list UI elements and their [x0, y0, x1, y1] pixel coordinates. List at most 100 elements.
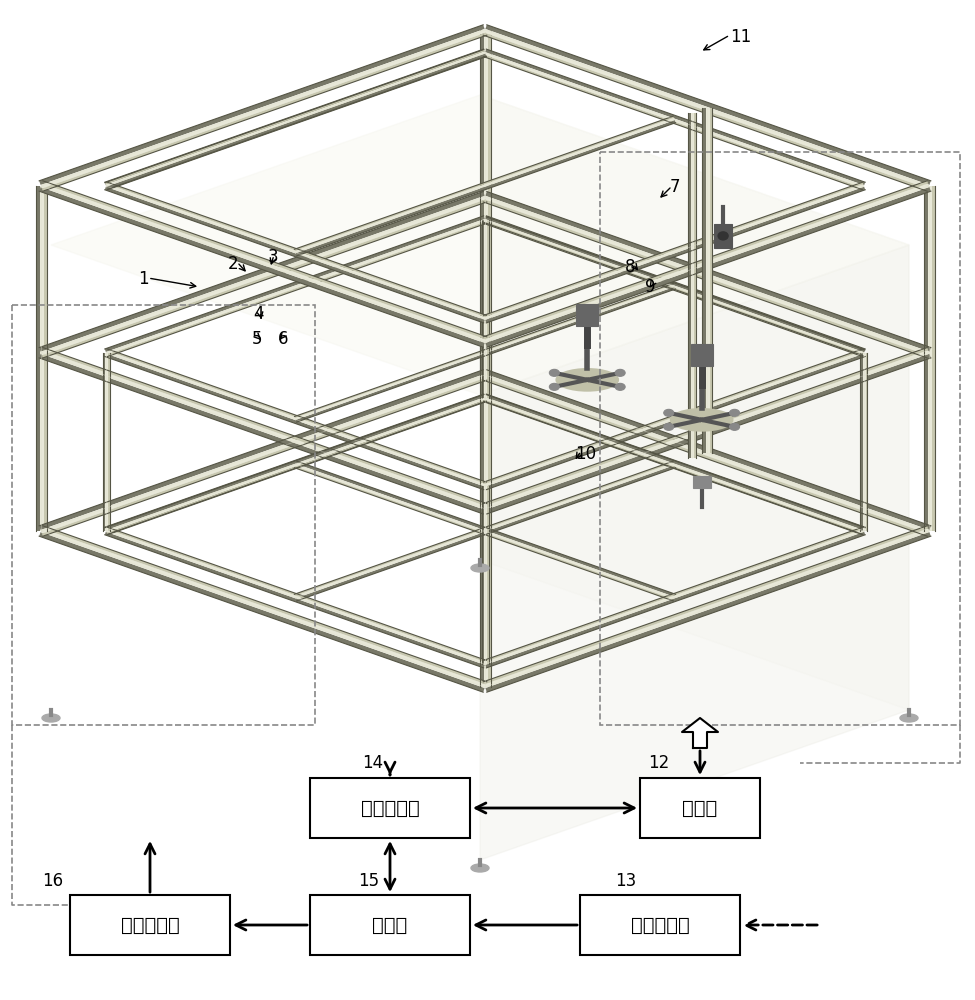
Polygon shape — [295, 464, 675, 599]
Polygon shape — [106, 399, 487, 534]
Polygon shape — [104, 216, 485, 352]
Polygon shape — [484, 199, 928, 358]
Polygon shape — [484, 349, 863, 484]
Polygon shape — [104, 532, 485, 668]
Ellipse shape — [664, 409, 674, 416]
Polygon shape — [710, 108, 712, 453]
Polygon shape — [486, 187, 931, 347]
Text: 6: 6 — [278, 330, 289, 348]
Polygon shape — [41, 374, 486, 534]
Ellipse shape — [471, 864, 489, 872]
Polygon shape — [482, 220, 485, 398]
Polygon shape — [39, 370, 485, 530]
Polygon shape — [484, 378, 928, 536]
Text: 运动控制卡: 运动控制卡 — [361, 798, 419, 818]
Polygon shape — [485, 351, 864, 487]
Polygon shape — [107, 55, 487, 190]
Polygon shape — [485, 52, 864, 188]
Bar — [580, 895, 740, 955]
Polygon shape — [107, 349, 487, 484]
Polygon shape — [295, 120, 676, 256]
Polygon shape — [484, 181, 928, 339]
Polygon shape — [694, 113, 696, 458]
Polygon shape — [104, 49, 485, 185]
Polygon shape — [295, 285, 675, 420]
Polygon shape — [106, 397, 486, 533]
Polygon shape — [295, 463, 675, 598]
Polygon shape — [294, 116, 674, 251]
Polygon shape — [486, 192, 931, 352]
Polygon shape — [42, 181, 487, 339]
Polygon shape — [104, 187, 485, 323]
Text: 计算机: 计算机 — [682, 798, 718, 818]
Polygon shape — [105, 395, 485, 529]
Polygon shape — [42, 33, 487, 191]
Polygon shape — [484, 398, 486, 664]
Polygon shape — [484, 400, 863, 535]
Polygon shape — [928, 186, 932, 531]
Polygon shape — [39, 25, 485, 185]
Polygon shape — [104, 354, 485, 490]
Polygon shape — [294, 461, 674, 596]
Text: 7: 7 — [670, 178, 681, 196]
Polygon shape — [42, 526, 487, 684]
Polygon shape — [106, 52, 486, 188]
Polygon shape — [105, 50, 485, 184]
Ellipse shape — [615, 369, 625, 376]
Ellipse shape — [471, 564, 489, 572]
Ellipse shape — [671, 409, 732, 431]
Polygon shape — [106, 54, 487, 189]
Polygon shape — [295, 465, 676, 601]
Ellipse shape — [664, 423, 674, 430]
Polygon shape — [294, 283, 674, 418]
Polygon shape — [484, 30, 488, 375]
Polygon shape — [702, 108, 706, 453]
Bar — [310, 895, 470, 955]
Polygon shape — [688, 113, 691, 458]
Polygon shape — [486, 216, 865, 352]
Polygon shape — [486, 532, 931, 692]
Text: 1: 1 — [138, 270, 148, 288]
Polygon shape — [42, 348, 487, 506]
Polygon shape — [485, 183, 929, 343]
Polygon shape — [35, 186, 40, 531]
Polygon shape — [104, 394, 485, 530]
Text: 15: 15 — [358, 872, 379, 890]
Polygon shape — [484, 33, 928, 191]
Polygon shape — [107, 400, 487, 535]
Ellipse shape — [615, 383, 625, 390]
Ellipse shape — [719, 232, 728, 240]
Polygon shape — [106, 529, 486, 665]
Text: 8: 8 — [625, 258, 636, 276]
Text: 2: 2 — [228, 255, 239, 273]
Polygon shape — [486, 532, 865, 668]
Polygon shape — [42, 378, 487, 536]
Polygon shape — [486, 25, 931, 185]
Bar — [70, 895, 230, 955]
Polygon shape — [486, 354, 931, 514]
Ellipse shape — [557, 369, 618, 391]
Polygon shape — [41, 196, 486, 355]
Text: 3: 3 — [268, 248, 279, 266]
Polygon shape — [294, 466, 674, 601]
Polygon shape — [485, 397, 864, 533]
Polygon shape — [41, 183, 486, 343]
Polygon shape — [480, 30, 484, 375]
Text: 10: 10 — [575, 445, 596, 463]
Ellipse shape — [549, 369, 560, 376]
Polygon shape — [44, 186, 47, 531]
Ellipse shape — [549, 383, 560, 390]
Polygon shape — [295, 461, 676, 597]
Polygon shape — [483, 398, 484, 664]
Polygon shape — [863, 353, 866, 531]
Polygon shape — [484, 348, 928, 506]
Polygon shape — [486, 354, 865, 490]
Polygon shape — [40, 186, 44, 531]
Ellipse shape — [42, 714, 60, 722]
Polygon shape — [485, 220, 487, 398]
Polygon shape — [487, 220, 488, 398]
Polygon shape — [485, 29, 929, 189]
Polygon shape — [485, 486, 487, 664]
Polygon shape — [706, 108, 710, 453]
Polygon shape — [480, 245, 909, 860]
